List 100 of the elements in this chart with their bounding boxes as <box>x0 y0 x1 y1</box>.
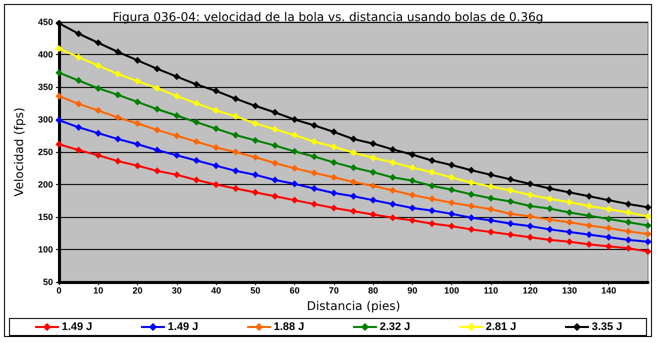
point <box>212 125 220 132</box>
point <box>526 202 534 210</box>
point <box>624 228 632 235</box>
point <box>154 65 161 72</box>
point <box>586 192 593 200</box>
legend-label: 1.49 J <box>168 321 198 333</box>
point <box>114 136 122 143</box>
point <box>94 152 102 159</box>
point <box>428 182 436 190</box>
point <box>75 77 82 84</box>
point <box>271 160 278 167</box>
point <box>468 214 475 222</box>
point <box>212 87 220 94</box>
point <box>448 162 456 169</box>
point <box>507 186 514 194</box>
point <box>154 167 161 174</box>
point <box>428 157 436 164</box>
point <box>154 106 161 113</box>
point <box>75 124 82 131</box>
point <box>350 164 357 172</box>
point <box>94 39 102 46</box>
point <box>56 116 62 124</box>
y-tick-label: 350 <box>38 82 53 92</box>
point <box>232 132 240 139</box>
point <box>252 120 259 127</box>
x-tick-label: 20 <box>132 286 143 296</box>
point <box>56 140 62 148</box>
point <box>134 56 142 64</box>
legend-label: 1.49 J <box>62 321 92 333</box>
y-tick-label: 450 <box>38 17 53 27</box>
point <box>252 171 259 178</box>
y-tick-label: 200 <box>38 180 53 190</box>
point <box>448 174 456 181</box>
point <box>310 138 318 146</box>
point <box>330 158 338 166</box>
point <box>350 149 357 156</box>
point <box>310 153 318 160</box>
point <box>173 112 180 120</box>
point <box>271 126 278 133</box>
point <box>546 236 554 244</box>
point <box>310 169 318 176</box>
point <box>114 91 122 98</box>
point <box>586 240 593 248</box>
point <box>624 218 632 226</box>
point <box>448 210 456 218</box>
point <box>428 207 436 214</box>
point <box>192 138 200 146</box>
point <box>173 92 180 100</box>
point <box>605 224 612 232</box>
point <box>252 154 259 161</box>
legend-label: 3.35 J <box>592 321 622 333</box>
x-tick-label: 50 <box>250 286 260 296</box>
point <box>173 152 180 159</box>
point <box>212 181 220 188</box>
point <box>644 248 651 256</box>
point <box>566 198 573 206</box>
point <box>192 176 200 184</box>
point <box>408 151 416 158</box>
point <box>566 188 573 196</box>
point <box>389 174 396 181</box>
point <box>94 62 102 70</box>
point <box>114 158 122 165</box>
point <box>75 54 82 61</box>
point <box>370 154 377 162</box>
point <box>468 226 475 233</box>
point <box>330 204 338 212</box>
point <box>291 116 298 124</box>
point <box>605 242 612 250</box>
point <box>448 199 456 206</box>
point <box>212 106 220 114</box>
point <box>232 148 240 156</box>
point <box>605 216 612 223</box>
point <box>586 212 593 220</box>
point <box>291 196 298 204</box>
point <box>546 195 554 202</box>
point <box>389 146 396 153</box>
point <box>56 69 62 76</box>
point <box>291 180 298 188</box>
point <box>644 222 651 230</box>
point <box>566 228 573 236</box>
point <box>624 236 632 244</box>
point <box>644 204 651 211</box>
point <box>350 178 357 186</box>
point <box>389 158 396 166</box>
point <box>154 84 161 92</box>
x-tick-label: 120 <box>522 286 538 296</box>
point <box>173 73 180 80</box>
x-axis-title: Distancia (pies) <box>306 299 400 313</box>
point <box>252 188 259 196</box>
point <box>448 222 456 230</box>
point <box>586 202 593 210</box>
x-tick-label: 130 <box>562 286 577 296</box>
point <box>487 171 494 178</box>
point <box>487 194 494 202</box>
point <box>389 214 396 222</box>
point <box>350 208 357 215</box>
point <box>310 200 318 208</box>
point <box>370 168 377 176</box>
x-tick-label: 10 <box>93 286 104 296</box>
point <box>134 120 142 127</box>
